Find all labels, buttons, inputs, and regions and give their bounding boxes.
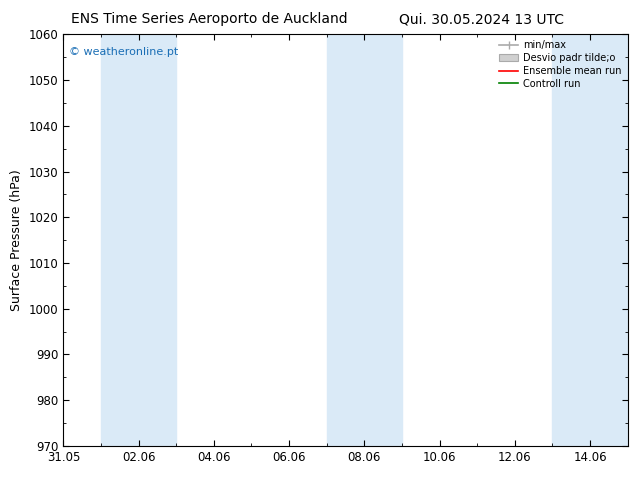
Text: ENS Time Series Aeroporto de Auckland: ENS Time Series Aeroporto de Auckland	[71, 12, 347, 26]
Text: © weatheronline.pt: © weatheronline.pt	[69, 47, 178, 57]
Bar	[101, 34, 176, 446]
Bar	[327, 34, 402, 446]
Y-axis label: Surface Pressure (hPa): Surface Pressure (hPa)	[10, 169, 23, 311]
Bar	[552, 34, 628, 446]
Legend: min/max, Desvio padr tilde;o, Ensemble mean run, Controll run: min/max, Desvio padr tilde;o, Ensemble m…	[495, 36, 626, 93]
Text: Qui. 30.05.2024 13 UTC: Qui. 30.05.2024 13 UTC	[399, 12, 564, 26]
